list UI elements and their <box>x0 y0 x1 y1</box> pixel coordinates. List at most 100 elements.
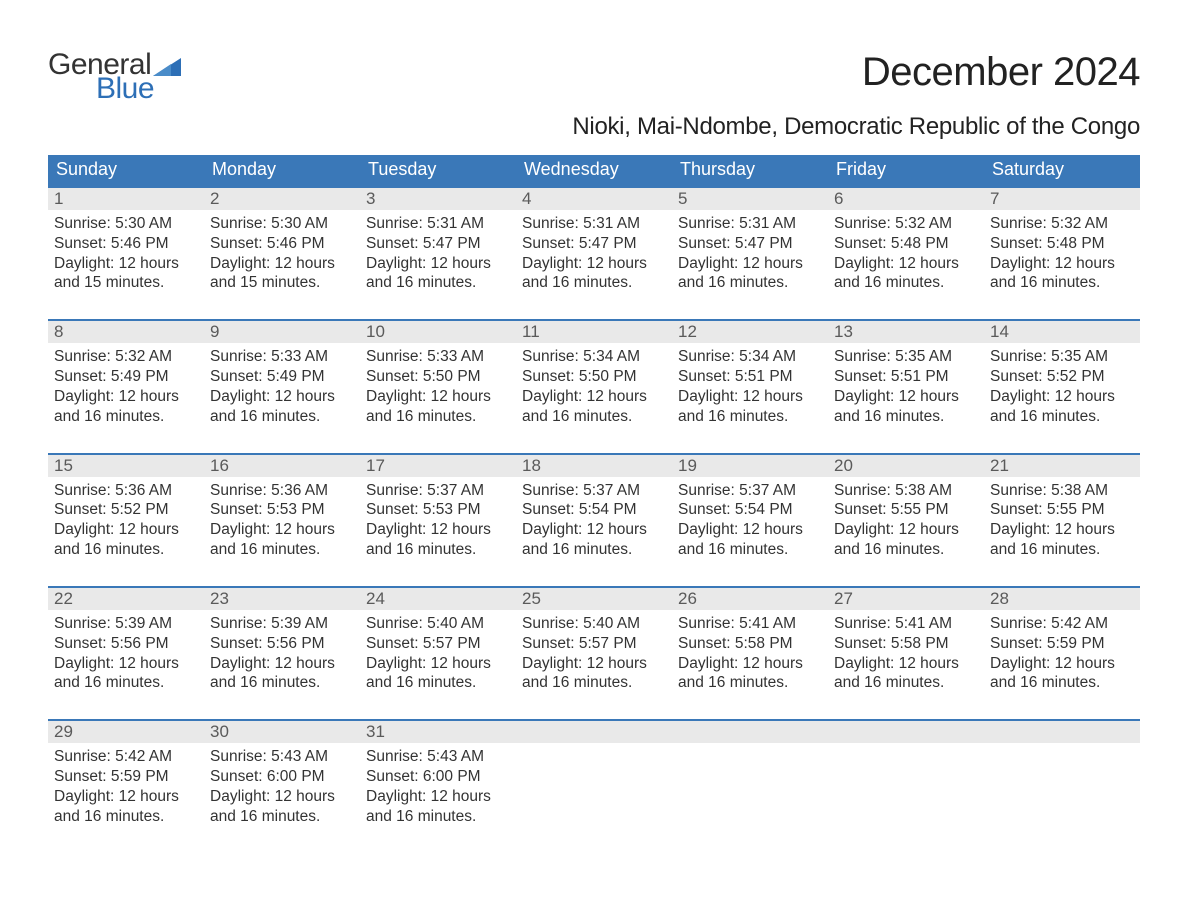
daylight-text-1: Daylight: 12 hours <box>522 254 666 274</box>
day-content: Sunrise: 5:32 AMSunset: 5:48 PMDaylight:… <box>828 210 984 297</box>
sunrise-text: Sunrise: 5:34 AM <box>678 347 822 367</box>
sunset-text: Sunset: 5:56 PM <box>54 634 198 654</box>
daylight-text-1: Daylight: 12 hours <box>366 254 510 274</box>
sunset-text: Sunset: 5:54 PM <box>678 500 822 520</box>
calendar-week: 8 Sunrise: 5:32 AMSunset: 5:49 PM Daylight… <box>48 319 1140 430</box>
calendar-day: 7Sunrise: 5:32 AMSunset: 5:48 PMDaylight… <box>984 188 1140 297</box>
daylight-text-1: Daylight: 12 hours <box>990 654 1134 674</box>
sunrise-text: Sunrise: 5:35 AM <box>834 347 978 367</box>
day-number: 26 <box>678 589 697 608</box>
daylight-text-1: Daylight: 12 hours <box>54 787 198 807</box>
daylight-text-2: and 16 minutes. <box>54 807 198 827</box>
sunrise-text: Sunrise: 5:36 AM <box>54 481 198 501</box>
daylight-text-1: Daylight: 12 hours <box>522 387 666 407</box>
sunset-text: Sunset: 5:57 PM <box>522 634 666 654</box>
day-number: 1 <box>54 189 63 208</box>
calendar-day: 5Sunrise: 5:31 AMSunset: 5:47 PMDaylight… <box>672 188 828 297</box>
sunset-text: Sunset: 5:51 PM <box>834 367 978 387</box>
day-number: 4 <box>522 189 531 208</box>
day-number-row: 24 <box>360 588 516 610</box>
sunrise-text: Sunrise: 5:37 AM <box>366 481 510 501</box>
day-number-row: 1 <box>48 188 204 210</box>
day-content: Sunrise: 5:43 AMSunset: 6:00 PMDaylight:… <box>360 743 516 830</box>
day-number-row: 4 <box>516 188 672 210</box>
sunrise-text: Sunrise: 5:33 AM <box>210 347 354 367</box>
calendar-day: 4Sunrise: 5:31 AMSunset: 5:47 PMDaylight… <box>516 188 672 297</box>
daylight-text-1: Daylight: 12 hours <box>366 387 510 407</box>
day-number-row: 2 <box>204 188 360 210</box>
day-content: Sunrise: 5:39 AMSunset: 5:56 PMDaylight:… <box>48 610 204 697</box>
sunset-text: Sunset: 5:53 PM <box>210 500 354 520</box>
day-number: 21 <box>990 456 1009 475</box>
day-number-row <box>984 721 1140 743</box>
day-number-row: 13 <box>828 321 984 343</box>
day-number: 17 <box>366 456 385 475</box>
sunrise-text: Sunrise: 5:39 AM <box>54 614 198 634</box>
daylight-text-2: and 16 minutes. <box>366 807 510 827</box>
day-number: 22 <box>54 589 73 608</box>
sunrise-text: Sunrise: 5:37 AM <box>678 481 822 501</box>
day-number: 14 <box>990 322 1009 341</box>
sunrise-text: Sunrise: 5:32 AM <box>834 214 978 234</box>
calendar-day: 25Sunrise: 5:40 AMSunset: 5:57 PMDayligh… <box>516 588 672 697</box>
day-number: 10 <box>366 322 385 341</box>
sunset-text: Sunset: 5:53 PM <box>366 500 510 520</box>
calendar-day: 17 Sunrise: 5:37 AMSunset: 5:53 PMDayligh… <box>360 455 516 564</box>
sunrise-text: Sunrise: 5:38 AM <box>990 481 1134 501</box>
sunrise-text: Sunrise: 5:43 AM <box>210 747 354 767</box>
sunrise-text: Sunrise: 5:32 AM <box>990 214 1134 234</box>
sunset-text: Sunset: 5:55 PM <box>834 500 978 520</box>
day-content: Sunrise: 5:37 AMSunset: 5:54 PMDaylight:… <box>672 477 828 564</box>
calendar-week: 29Sunrise: 5:42 AMSunset: 5:59 PMDayligh… <box>48 719 1140 830</box>
calendar-day: 8Sunrise: 5:32 AMSunset: 5:49 PMDaylight… <box>48 321 204 430</box>
day-number: 28 <box>990 589 1009 608</box>
day-number: 8 <box>54 322 63 341</box>
daylight-text-1: Daylight: 12 hours <box>54 254 198 274</box>
calendar-day: 11Sunrise: 5:34 AMSunset: 5:50 PMDayligh… <box>516 321 672 430</box>
sunrise-text: Sunrise: 5:30 AM <box>54 214 198 234</box>
daylight-text-2: and 16 minutes. <box>678 540 822 560</box>
sunrise-text: Sunrise: 5:42 AM <box>54 747 198 767</box>
sunset-text: Sunset: 5:46 PM <box>54 234 198 254</box>
day-number-row: 3 <box>360 188 516 210</box>
calendar-day: 1 Sunrise: 5:30 AMSunset: 5:46 PMDaylight… <box>48 188 204 297</box>
sunset-text: Sunset: 5:46 PM <box>210 234 354 254</box>
daylight-text-2: and 16 minutes. <box>522 273 666 293</box>
daylight-text-2: and 16 minutes. <box>522 540 666 560</box>
calendar-body: 1Sunrise: 5:30 AMSunset: 5:46 PMDaylight… <box>48 186 1140 831</box>
logo: General Blue <box>48 50 181 104</box>
sunset-text: Sunset: 6:00 PM <box>366 767 510 787</box>
sunset-text: Sunset: 5:58 PM <box>678 634 822 654</box>
sunset-text: Sunset: 5:49 PM <box>54 367 198 387</box>
day-content: Sunrise: 5:41 AMSunset: 5:58 PMDaylight:… <box>828 610 984 697</box>
day-content: Sunrise: 5:37 AMSunset: 5:54 PMDaylight:… <box>516 477 672 564</box>
weekday-header: Monday <box>204 155 360 186</box>
sunset-text: Sunset: 5:59 PM <box>54 767 198 787</box>
day-number-row: 12 <box>672 321 828 343</box>
sunrise-text: Sunrise: 5:42 AM <box>990 614 1134 634</box>
sunset-text: Sunset: 5:48 PM <box>990 234 1134 254</box>
daylight-text-1: Daylight: 12 hours <box>210 654 354 674</box>
sunrise-text: Sunrise: 5:40 AM <box>366 614 510 634</box>
day-content: Sunrise: 5:31 AMSunset: 5:47 PMDaylight:… <box>360 210 516 297</box>
day-number-row: 10 <box>360 321 516 343</box>
day-number-row: 5 <box>672 188 828 210</box>
day-number: 20 <box>834 456 853 475</box>
calendar-day: 18Sunrise: 5:37 AMSunset: 5:54 PMDayligh… <box>516 455 672 564</box>
daylight-text-2: and 16 minutes. <box>678 273 822 293</box>
calendar-day-empty <box>984 721 1140 830</box>
day-content: Sunrise: 5:36 AMSunset: 5:52 PMDaylight:… <box>48 477 204 564</box>
sunrise-text: Sunrise: 5:43 AM <box>366 747 510 767</box>
day-content: Sunrise: 5:41 AMSunset: 5:58 PMDaylight:… <box>672 610 828 697</box>
sunrise-text: Sunrise: 5:34 AM <box>522 347 666 367</box>
day-content: Sunrise: 5:35 AMSunset: 5:52 PMDaylight:… <box>984 343 1140 430</box>
day-number: 13 <box>834 322 853 341</box>
daylight-text-1: Daylight: 12 hours <box>366 520 510 540</box>
sunrise-text: Sunrise: 5:32 AM <box>54 347 198 367</box>
calendar-day: 20Sunrise: 5:38 AMSunset: 5:55 PMDayligh… <box>828 455 984 564</box>
daylight-text-2: and 16 minutes. <box>366 407 510 427</box>
daylight-text-1: Daylight: 12 hours <box>522 520 666 540</box>
sunset-text: Sunset: 6:00 PM <box>210 767 354 787</box>
daylight-text-1: Daylight: 12 hours <box>210 387 354 407</box>
sunset-text: Sunset: 5:51 PM <box>678 367 822 387</box>
